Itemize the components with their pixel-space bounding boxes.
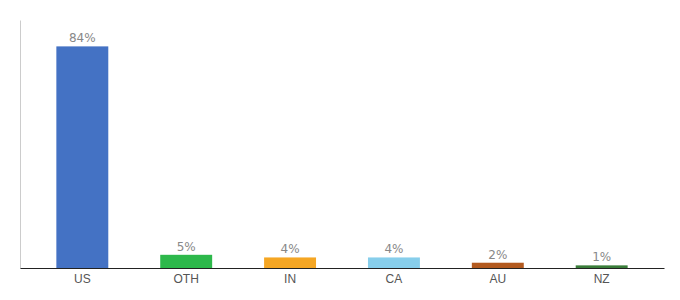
x-tick-label: IN — [284, 272, 296, 286]
bar — [472, 263, 524, 268]
data-label: 5% — [177, 240, 196, 254]
x-tick: US — [74, 268, 91, 286]
data-labels: 84% 5% 4% 4% 2% 1% — [69, 31, 611, 264]
y-axis — [20, 21, 21, 269]
data-label: 1% — [592, 250, 611, 264]
x-axis-line — [21, 268, 665, 269]
x-tick-label: AU — [489, 272, 506, 286]
bar — [56, 46, 108, 268]
plot: US OTH IN CA AU NZ 84% 5% 4% 4% 2% 1% — [21, 21, 665, 286]
data-label: 2% — [488, 248, 507, 262]
bars — [56, 46, 627, 268]
y-axis-line — [20, 21, 21, 269]
x-tick: OTH — [174, 268, 199, 286]
x-tick-label: US — [74, 272, 91, 286]
x-tick-label: CA — [386, 272, 403, 286]
x-tick: CA — [386, 268, 403, 286]
x-tick-label: NZ — [594, 272, 610, 286]
bar — [576, 265, 628, 268]
data-label: 84% — [69, 31, 96, 45]
bar — [160, 255, 212, 268]
x-tick: AU — [489, 268, 506, 286]
data-label: 4% — [384, 242, 403, 256]
chart: US OTH IN CA AU NZ 84% 5% 4% 4% 2% 1% — [0, 0, 680, 300]
data-label: 4% — [281, 242, 300, 256]
x-tick: IN — [284, 268, 296, 286]
x-tick-label: OTH — [174, 272, 199, 286]
x-axis: US OTH IN CA AU NZ — [21, 268, 665, 286]
bar — [368, 257, 420, 268]
x-tick: NZ — [594, 268, 610, 286]
bar — [264, 257, 316, 268]
